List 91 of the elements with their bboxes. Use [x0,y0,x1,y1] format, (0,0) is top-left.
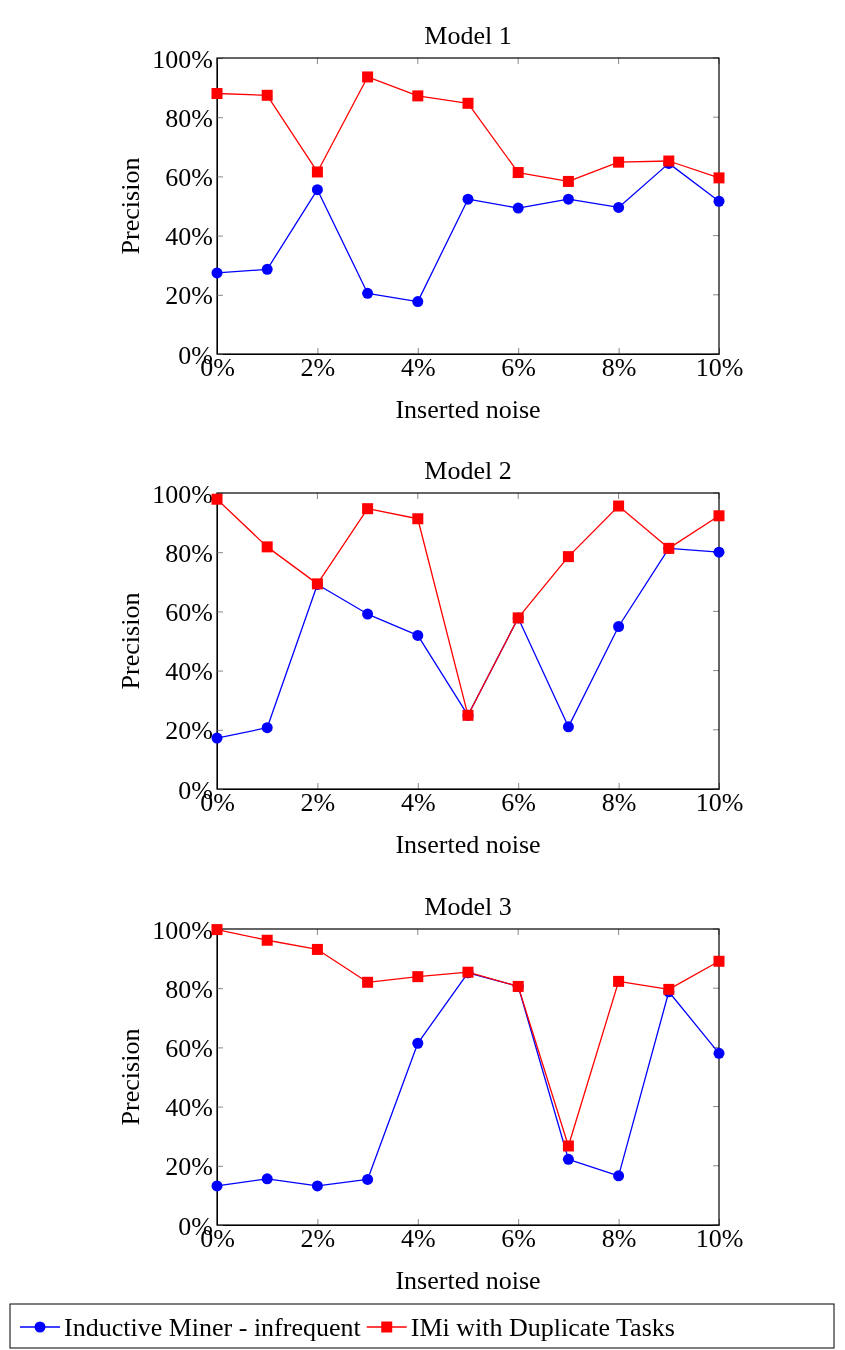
point [311,943,323,955]
point [311,166,323,178]
chart-title: Model 1 [424,21,512,50]
x-tick-label: 2% [300,1224,336,1254]
y-axis-title: Precision [116,592,145,690]
point [713,955,725,967]
x-tick-label: 8% [601,1224,637,1254]
y-tick-label: 80% [165,538,213,568]
x-tick-label: 6% [501,1224,537,1254]
point [211,493,223,505]
point [562,551,574,563]
x-tick-label: 4% [400,353,436,383]
y-tick-label: 80% [165,974,213,1004]
x-tick-label: 4% [400,788,436,818]
point [211,732,223,744]
y-axis-title: Precision [116,157,145,255]
point [512,202,524,214]
point [362,1173,374,1185]
point [613,975,625,987]
point [261,541,273,553]
point [261,722,273,734]
legend-label: IMi with Duplicate Tasks [410,1313,675,1342]
x-tick-label: 6% [501,353,537,383]
point [713,510,725,522]
y-axis-title: Precision [116,1028,145,1126]
point [462,193,474,205]
y-tick-label: 60% [165,163,213,192]
point [362,71,374,83]
x-tick-label: 10% [695,788,744,818]
chart-title: Model 2 [424,456,512,485]
x-axis-title: Inserted noise [395,830,541,859]
point [211,267,223,279]
point [613,621,625,632]
x-tick-label: 8% [601,353,637,383]
point [362,608,374,620]
point [713,546,725,558]
point [613,1170,625,1182]
point [462,97,474,109]
chart-title: Model 3 [424,892,512,921]
point [362,287,374,299]
point [412,296,424,308]
point [412,513,424,525]
x-axis-title: Inserted noise [395,1266,541,1295]
point [562,175,574,187]
point [362,503,374,515]
x-tick-label: 10% [695,1224,744,1254]
point [261,263,273,275]
point [613,156,625,168]
point [562,193,574,205]
point [613,201,625,213]
point [512,167,524,179]
point [562,1140,574,1152]
point [211,88,223,100]
x-tick-label: 10% [695,353,744,383]
x-axis-title: Inserted noise [395,395,541,424]
x-tick-label: 2% [300,788,336,818]
y-tick-label: 100% [152,915,213,945]
y-tick-label: 40% [165,657,213,687]
legend-label: Inductive Miner - infrequent [64,1313,362,1342]
y-tick-label: 60% [165,598,213,627]
point [211,924,223,936]
point [261,89,273,101]
x-tick-label: 2% [300,353,336,383]
x-tick-label: 8% [601,788,637,818]
y-tick-label: 40% [165,1093,213,1123]
point [713,172,725,184]
point [412,1037,424,1049]
point [211,1180,223,1192]
point [412,971,424,983]
y-tick-label: 20% [165,716,213,746]
point [562,721,574,733]
y-tick-label: 20% [165,1152,213,1182]
y-tick-label: 20% [165,281,213,311]
point [613,500,625,512]
point [412,90,424,102]
x-tick-label: 4% [400,1224,436,1254]
point [261,934,273,946]
point [713,195,725,207]
point [562,1153,574,1165]
y-tick-label: 60% [165,1034,213,1063]
point [261,1173,273,1185]
y-tick-label: 100% [152,479,213,509]
y-tick-label: 80% [165,103,213,133]
x-tick-label: 6% [501,788,537,818]
point [713,1047,725,1059]
point [311,1180,323,1192]
point [362,976,374,988]
y-tick-label: 100% [152,44,213,74]
point [311,184,323,196]
point [412,629,424,641]
y-tick-label: 40% [165,222,213,252]
